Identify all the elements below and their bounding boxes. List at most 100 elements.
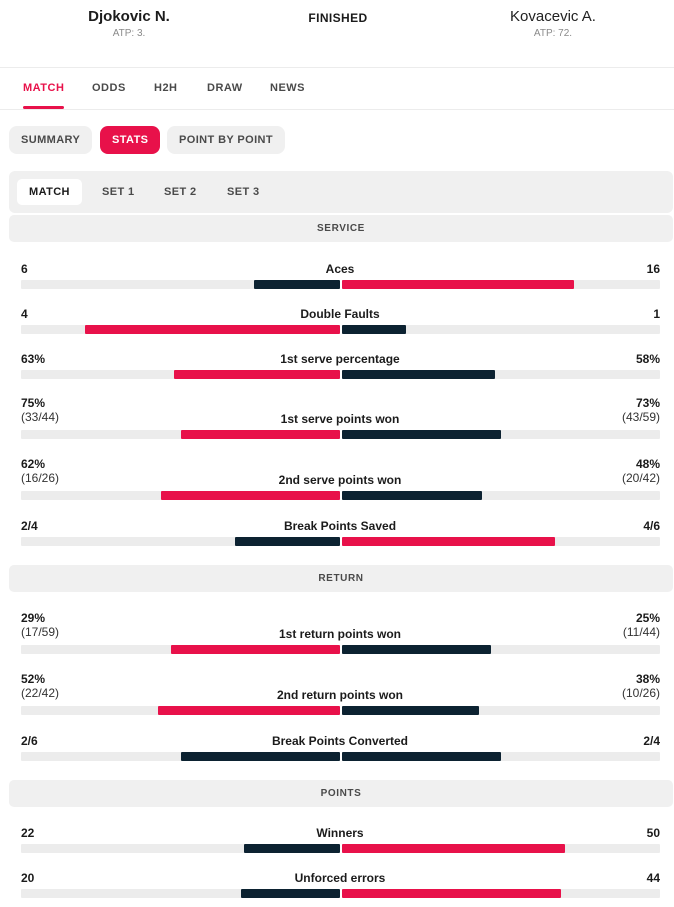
away-player-name[interactable]: Kovacevic A.: [510, 8, 596, 25]
stat-away-bar-track: [342, 491, 660, 500]
home-player[interactable]: Djokovic N. ATP: 3.: [29, 8, 229, 39]
stat-away-value: 25% (11/44): [623, 611, 660, 639]
stat-away-bar-track: [342, 370, 660, 379]
stat-home-bar: [253, 280, 340, 289]
stat-away-primary: 1: [653, 307, 660, 321]
stat-home-bar: [174, 370, 340, 379]
stat-away-bar: [342, 370, 495, 379]
stat-away-bar: [342, 889, 562, 898]
stat-home-bar-track: [21, 325, 340, 334]
stat-away-value: 2/4: [643, 734, 660, 748]
subtab-point-by-point[interactable]: POINT BY POINT: [167, 126, 286, 154]
period-tab-set-3[interactable]: SET 3: [227, 186, 260, 198]
tab-h2h[interactable]: H2H: [154, 82, 178, 94]
tab-odds[interactable]: ODDS: [92, 82, 126, 94]
period-tab-set-2[interactable]: SET 2: [164, 186, 197, 198]
match-header: Djokovic N. ATP: 3. FINISHED Kovacevic A…: [0, 0, 674, 68]
period-tab-set-1[interactable]: SET 1: [102, 186, 135, 198]
stat-away-bar-track: [342, 844, 660, 853]
stat-row-break-points-converted: 2/6 2/4 Break Points Converted: [0, 734, 674, 764]
stat-away-bar-track: [342, 537, 660, 546]
stat-home-value: 52% (22/42): [21, 672, 59, 700]
stat-away-bar-track: [342, 889, 660, 898]
stat-home-bar-track: [21, 491, 340, 500]
stat-home-bar-track: [21, 706, 340, 715]
stat-away-primary: 16: [646, 262, 660, 276]
home-player-name[interactable]: Djokovic N.: [88, 8, 170, 25]
away-player[interactable]: Kovacevic A. ATP: 72.: [453, 8, 653, 39]
stat-home-primary: 22: [21, 826, 35, 840]
stat-home-value: 2/4: [21, 519, 38, 533]
stat-row-break-points-saved: 2/4 4/6 Break Points Saved: [0, 519, 674, 549]
stat-home-value: 62% (16/26): [21, 457, 59, 485]
section-header-service: SERVICE: [9, 215, 673, 242]
stat-home-bar: [84, 325, 340, 334]
stat-label: Winners: [316, 826, 364, 840]
stat-row-2nd-serve-points-won: 62% (16/26) 48% (20/42) 2nd serve points won: [0, 457, 674, 503]
stat-away-detail: (43/59): [621, 410, 660, 424]
stat-away-bar: [342, 752, 501, 761]
stat-label: Unforced errors: [294, 871, 386, 885]
subtab-stats[interactable]: STATS: [100, 126, 161, 154]
stat-away-bar: [342, 491, 482, 500]
stat-away-primary: 50: [646, 826, 660, 840]
stat-away-primary: 38%: [635, 672, 660, 686]
period-tab-match[interactable]: MATCH: [17, 179, 82, 205]
stat-home-primary: 6: [21, 262, 28, 276]
stat-row-winners: 22 50 Winners: [0, 826, 674, 856]
stat-home-primary: 2/4: [21, 519, 38, 533]
stat-label: 1st return points won: [278, 627, 401, 641]
stat-home-primary: 2/6: [21, 734, 38, 748]
stat-away-bar-track: [342, 325, 660, 334]
stat-label: Aces: [325, 262, 355, 276]
stat-away-detail: (20/42): [621, 471, 660, 485]
stat-home-primary: 4: [21, 307, 28, 321]
stat-row-double-faults: 4 1 Double Faults: [0, 307, 674, 337]
subtab-summary[interactable]: SUMMARY: [9, 126, 93, 154]
stat-row-unforced-errors: 20 44 Unforced errors: [0, 871, 674, 901]
stat-away-primary: 25%: [635, 611, 660, 625]
stat-home-bar: [158, 706, 340, 715]
stat-label: 1st serve points won: [280, 412, 400, 426]
stat-home-value: 6: [21, 262, 28, 276]
stat-away-value: 50: [647, 826, 660, 840]
tab-draw[interactable]: DRAW: [207, 82, 243, 94]
stat-home-value: 75% (33/44): [21, 396, 59, 424]
stat-away-value: 16: [647, 262, 660, 276]
tab-news[interactable]: NEWS: [270, 82, 305, 94]
stat-away-bar-track: [342, 645, 660, 654]
section-header-return: RETURN: [9, 565, 673, 592]
stat-home-bar-track: [21, 370, 340, 379]
stat-home-bar-track: [21, 280, 340, 289]
stat-away-primary: 48%: [635, 457, 660, 471]
stat-away-bar-track: [342, 280, 660, 289]
stat-home-detail: (22/42): [21, 686, 60, 700]
period-tabs: MATCH SET 1 SET 2 SET 3: [9, 171, 673, 213]
stat-home-bar: [244, 844, 340, 853]
stat-away-bar: [342, 325, 406, 334]
stat-label: Break Points Converted: [271, 734, 409, 748]
stat-home-primary: 29%: [21, 611, 46, 625]
stat-home-bar-track: [21, 844, 340, 853]
home-player-rank: ATP: 3.: [112, 28, 146, 39]
tab-match[interactable]: MATCH: [23, 82, 65, 109]
stat-home-bar-track: [21, 645, 340, 654]
stat-away-bar: [342, 430, 501, 439]
stat-away-primary: 2/4: [643, 734, 660, 748]
stat-home-detail: (16/26): [21, 471, 60, 485]
stat-away-primary: 4/6: [643, 519, 660, 533]
stat-row-1st-return-points-won: 29% (17/59) 25% (11/44) 1st return points wo…: [0, 611, 674, 657]
stat-away-value: 44: [647, 871, 660, 885]
stat-away-bar: [342, 645, 492, 654]
stat-home-bar-track: [21, 889, 340, 898]
stat-label: Double Faults: [300, 307, 380, 321]
stat-away-detail: (10/26): [621, 686, 660, 700]
stat-away-bar: [342, 537, 556, 546]
stat-home-bar: [180, 752, 340, 761]
stat-away-bar: [342, 706, 479, 715]
stat-home-bar: [180, 430, 340, 439]
stat-home-primary: 62%: [21, 457, 46, 471]
stat-home-value: 20: [21, 871, 34, 885]
away-player-rank: ATP: 72.: [533, 28, 573, 39]
stat-home-bar: [234, 537, 340, 546]
